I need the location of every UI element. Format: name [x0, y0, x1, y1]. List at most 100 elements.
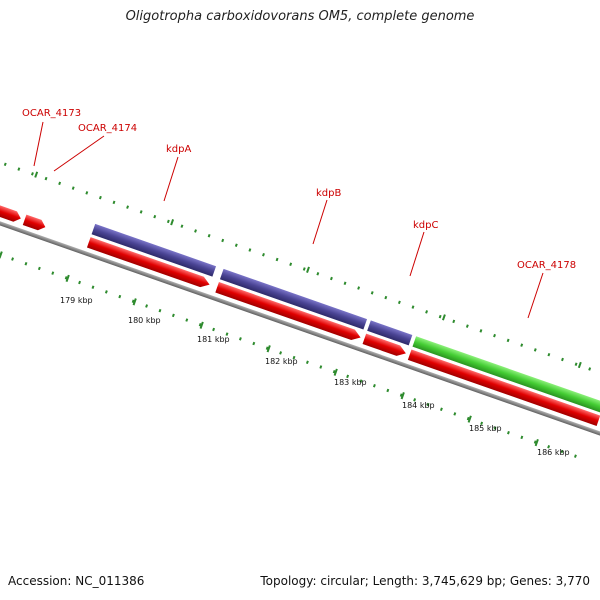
kbp-label-186: 186 kbp: [537, 448, 570, 457]
leader-OCAR_4178: [527, 272, 544, 319]
scale-dot: [533, 348, 537, 352]
outer-scale-major-tick: [577, 361, 582, 369]
scale-dot: [145, 304, 149, 308]
inner-scale-dots: [0, 252, 577, 458]
gene-label-kdpB: kdpB: [316, 188, 341, 199]
scale-dot: [198, 323, 202, 327]
scale-dot: [370, 291, 374, 295]
scale-dot: [346, 374, 350, 379]
scale-dot: [588, 367, 592, 371]
kbp-label-183: 183 kbp: [334, 378, 367, 387]
outer-scale-dots: [3, 162, 592, 371]
map-title: Oligotropha carboxidovorans OM5, complet…: [125, 9, 475, 24]
scale-dot: [453, 412, 457, 416]
leader-kdpC: [409, 231, 425, 277]
scale-dot: [91, 285, 95, 289]
scale-dot: [426, 402, 430, 407]
scale-dot: [139, 210, 143, 214]
scale-dot: [98, 195, 102, 200]
scale-dot: [386, 388, 390, 393]
scale-dot: [180, 224, 184, 228]
scale-dot: [275, 257, 279, 262]
scale-dot: [158, 308, 162, 313]
scale-dot: [292, 355, 296, 360]
kbp-label-184: 184 kbp: [402, 401, 435, 410]
scale-dot: [185, 318, 189, 322]
scale-dot: [248, 248, 252, 252]
genome-backbone: [0, 195, 600, 437]
scale-dot: [166, 219, 170, 224]
inner-major-tick: [65, 274, 70, 282]
scale-dot: [547, 352, 551, 357]
kbp-label-182: 182 kbp: [265, 357, 298, 366]
cds-arrow-kdpA: [86, 237, 210, 288]
scale-dot: [262, 252, 265, 257]
scale-dot: [316, 272, 320, 276]
scale-dot: [439, 407, 443, 411]
cds-arrow-OCAR_4174b: [22, 214, 46, 231]
scale-dot: [24, 261, 28, 266]
leader-kdpB: [312, 199, 328, 245]
gene-label-OCAR_4178: OCAR_4178: [517, 260, 576, 271]
cds-arrow-kdpC: [362, 333, 406, 356]
scale-dot: [425, 310, 429, 314]
gene-label-texts: OCAR_4173 OCAR_4174 kdpA kdpB kdpC OCAR_…: [22, 108, 576, 271]
scale-dot: [302, 267, 306, 271]
accession-text: Accession: NC_011386: [8, 574, 145, 588]
scale-dot: [560, 449, 564, 454]
scale-dot: [58, 181, 62, 186]
scale-dot: [3, 162, 7, 167]
scale-dot: [17, 167, 21, 171]
scale-dot: [547, 445, 551, 449]
scale-dot: [252, 341, 256, 346]
outer-scale-major-tick: [34, 171, 39, 178]
scale-dot: [466, 416, 470, 421]
scale-dot: [31, 172, 34, 176]
inner-major-tick: [534, 438, 539, 447]
kbp-label-179: 179 kbp: [60, 296, 93, 305]
scale-dot: [329, 276, 333, 281]
scale-dot: [85, 191, 89, 195]
scale-dot: [212, 327, 216, 332]
scale-dot: [561, 357, 564, 362]
scale-dot: [372, 384, 376, 388]
scale-dot: [438, 314, 442, 319]
scale-dot: [71, 186, 75, 190]
scale-dot: [520, 435, 524, 440]
scale-dot: [397, 300, 401, 305]
scale-dot: [171, 313, 175, 318]
leader-OCAR_4173: [33, 121, 44, 167]
inner-major-tick: [333, 368, 338, 376]
cds-arrow-OCAR_4178: [407, 349, 600, 426]
cds-arrow-kdpB: [215, 282, 361, 341]
gene-labels: [33, 121, 544, 319]
scale-dot: [520, 343, 524, 347]
scale-dot: [104, 290, 108, 294]
inner-major-tick: [199, 321, 204, 329]
scale-dot: [126, 205, 130, 209]
scale-dot: [11, 257, 14, 261]
gene-kdpA-bar: [91, 223, 217, 277]
scale-dot: [574, 362, 578, 366]
scale-dot: [225, 332, 229, 336]
scale-dot: [37, 266, 41, 271]
gene-row-blue: [91, 223, 600, 413]
scale-dot: [64, 276, 68, 280]
scale-dot: [78, 280, 82, 285]
scale-dot: [238, 337, 242, 341]
inner-major-tick: [467, 415, 472, 423]
scale-dot: [221, 238, 225, 243]
scale-dot: [207, 233, 211, 238]
scale-dot: [506, 338, 510, 343]
scale-dot: [493, 333, 496, 338]
scale-dot: [359, 379, 363, 383]
scale-dot: [289, 262, 293, 267]
scale-dot: [234, 243, 238, 247]
gene-kdpB-bar: [219, 268, 368, 330]
kbp-labels: 179 kbp 180 kbp 181 kbp 182 kbp 183 kbp …: [60, 296, 570, 457]
scale-dot: [343, 281, 347, 286]
scale-dot: [465, 324, 469, 328]
inner-scale: [0, 251, 539, 447]
scale-dot: [384, 295, 388, 300]
